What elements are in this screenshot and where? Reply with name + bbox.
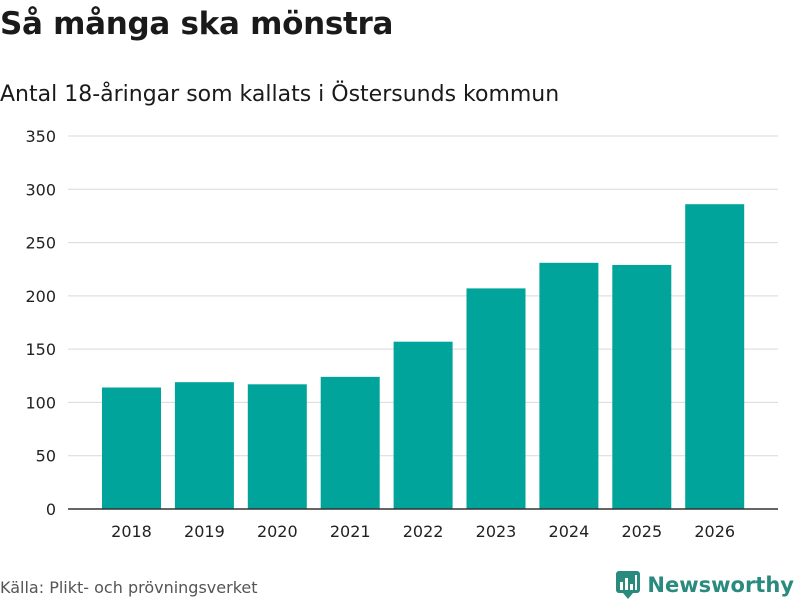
bar-2025 <box>612 264 672 509</box>
x-tick-label: 2026 <box>694 522 735 541</box>
bar-2018 <box>102 387 161 509</box>
x-tick-label: 2025 <box>621 522 662 541</box>
brand-logo: Newsworthy <box>615 570 794 600</box>
brand-name: Newsworthy <box>647 573 794 597</box>
y-tick-label: 100 <box>25 393 56 412</box>
x-tick-label: 2021 <box>330 522 371 541</box>
chart-title: Så många ska mönstra <box>0 6 394 42</box>
y-tick-label: 250 <box>25 234 56 253</box>
chart-subtitle: Antal 18-åringar som kallats i Östersund… <box>0 82 560 107</box>
x-tick-label: 2018 <box>111 522 152 541</box>
bar-2020 <box>247 384 307 509</box>
x-tick-label: 2024 <box>549 522 590 541</box>
bar-2022 <box>393 341 453 509</box>
bar-2019 <box>174 382 234 509</box>
bar-2026 <box>685 204 745 509</box>
bar-2021 <box>320 376 380 509</box>
y-tick-label: 0 <box>46 500 56 519</box>
y-tick-label: 300 <box>25 180 56 199</box>
bar-2024 <box>539 262 599 509</box>
x-tick-label: 2020 <box>257 522 298 541</box>
y-tick-label: 350 <box>25 127 56 146</box>
bar-2023 <box>466 288 526 509</box>
newsworthy-logo-icon <box>616 571 641 599</box>
y-tick-label: 50 <box>36 447 56 466</box>
x-tick-label: 2022 <box>403 522 444 541</box>
y-tick-label: 150 <box>25 340 56 359</box>
x-tick-label: 2023 <box>476 522 517 541</box>
x-tick-label: 2019 <box>184 522 225 541</box>
source-note: Källa: Plikt- och prövningsverket <box>0 578 258 597</box>
y-tick-label: 200 <box>25 287 56 306</box>
